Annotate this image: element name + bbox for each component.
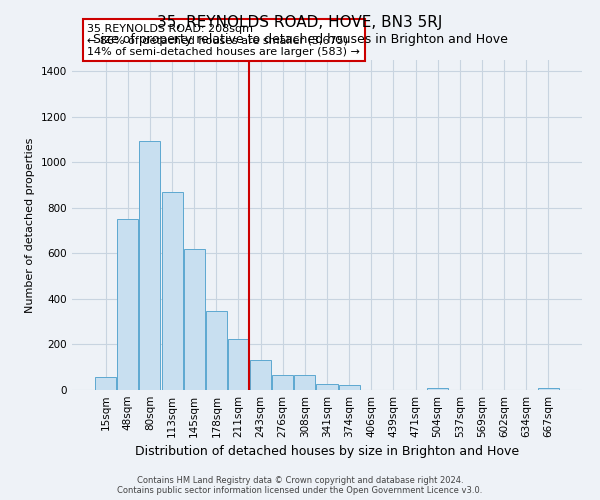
Text: 35, REYNOLDS ROAD, HOVE, BN3 5RJ: 35, REYNOLDS ROAD, HOVE, BN3 5RJ <box>157 15 443 30</box>
Bar <box>338 386 359 390</box>
X-axis label: Distribution of detached houses by size in Brighton and Hove: Distribution of detached houses by size … <box>135 446 519 458</box>
Bar <box>206 311 227 390</box>
Text: Contains HM Land Registry data © Crown copyright and database right 2024.
Contai: Contains HM Land Registry data © Crown c… <box>118 476 482 495</box>
Bar <box>272 374 293 390</box>
Bar <box>118 220 139 390</box>
Bar <box>161 192 182 390</box>
Bar <box>228 339 249 390</box>
Bar <box>184 249 205 390</box>
Bar <box>295 374 316 390</box>
Bar <box>427 388 448 390</box>
Bar <box>95 378 116 390</box>
Bar <box>538 388 559 390</box>
Bar <box>139 141 160 390</box>
Y-axis label: Number of detached properties: Number of detached properties <box>25 138 35 312</box>
Text: Size of property relative to detached houses in Brighton and Hove: Size of property relative to detached ho… <box>92 32 508 46</box>
Text: 35 REYNOLDS ROAD: 208sqm
← 86% of detached houses are smaller (3,675)
14% of sem: 35 REYNOLDS ROAD: 208sqm ← 86% of detach… <box>88 24 360 56</box>
Bar <box>250 360 271 390</box>
Bar <box>316 384 338 390</box>
